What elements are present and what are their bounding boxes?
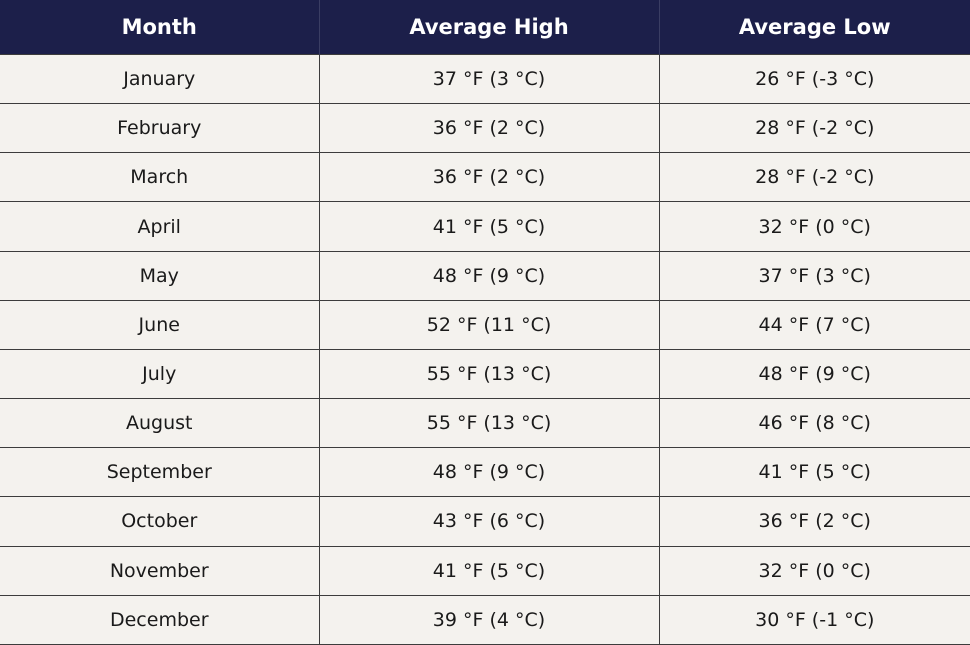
table-row: May 48 °F (9 °C) 37 °F (3 °C) (0, 250, 970, 301)
month-cell: December (0, 594, 320, 645)
temperature-cell: 41 °F (5 °C) (658, 447, 970, 498)
temperature-cell: 48 °F (9 °C) (318, 447, 660, 498)
temperature-cell: 32 °F (0 °C) (658, 545, 970, 596)
temperature-cell: 36 °F (2 °C) (318, 152, 660, 203)
table-row: January 37 °F (3 °C) 26 °F (-3 °C) (0, 53, 970, 105)
month-cell: September (0, 447, 320, 498)
table-row: September 48 °F (9 °C) 41 °F (5 °C) (0, 447, 970, 498)
table-row: December 39 °F (4 °C) 30 °F (-1 °C) (0, 594, 970, 645)
table-row: February 36 °F (2 °C) 28 °F (-2 °C) (0, 103, 970, 154)
table-row: April 41 °F (5 °C) 32 °F (0 °C) (0, 201, 970, 252)
temperature-cell: 36 °F (2 °C) (318, 103, 660, 154)
header-cell: Average High (318, 0, 660, 55)
table-row: June 52 °F (11 °C) 44 °F (7 °C) (0, 299, 970, 350)
table-row: July 55 °F (13 °C) 48 °F (9 °C) (0, 348, 970, 400)
month-cell: July (0, 348, 320, 400)
table-row: October 43 °F (6 °C) 36 °F (2 °C) (0, 496, 970, 547)
temperature-cell: 36 °F (2 °C) (658, 496, 970, 547)
temperature-cell: 30 °F (-1 °C) (658, 594, 970, 645)
temperature-cell: 37 °F (3 °C) (318, 53, 660, 105)
temperature-cell: 52 °F (11 °C) (318, 299, 660, 350)
month-cell: March (0, 152, 320, 203)
temperature-cell: 41 °F (5 °C) (318, 201, 660, 252)
table-row: March 36 °F (2 °C) 28 °F (-2 °C) (0, 152, 970, 203)
temperature-cell: 26 °F (-3 °C) (658, 53, 970, 105)
temperature-cell: 55 °F (13 °C) (318, 398, 660, 449)
month-cell: November (0, 545, 320, 596)
month-cell: October (0, 496, 320, 547)
temperature-cell: 39 °F (4 °C) (318, 594, 660, 645)
table-header: Month Average High Average Low (0, 0, 970, 55)
month-cell: April (0, 201, 320, 252)
table-row: August 55 °F (13 °C) 46 °F (8 °C) (0, 398, 970, 449)
month-cell: August (0, 398, 320, 449)
table-row: November 41 °F (5 °C) 32 °F (0 °C) (0, 545, 970, 596)
month-cell: February (0, 103, 320, 154)
table-body: January 37 °F (3 °C) 26 °F (-3 °C) February… (0, 53, 970, 645)
temperature-cell: 44 °F (7 °C) (658, 299, 970, 350)
temperature-cell: 32 °F (0 °C) (658, 201, 970, 252)
temperature-cell: 46 °F (8 °C) (658, 398, 970, 449)
temperature-cell: 48 °F (9 °C) (318, 250, 660, 301)
month-cell: June (0, 299, 320, 350)
header-cell: Month (0, 0, 320, 55)
header-cell: Average Low (658, 0, 970, 55)
temperature-cell: 43 °F (6 °C) (318, 496, 660, 547)
temperature-cell: 48 °F (9 °C) (658, 348, 970, 400)
temperature-cell: 28 °F (-2 °C) (658, 152, 970, 203)
month-cell: May (0, 250, 320, 301)
temperature-cell: 28 °F (-2 °C) (658, 103, 970, 154)
month-cell: January (0, 53, 320, 105)
header-row: Month Average High Average Low (0, 0, 970, 55)
temperature-cell: 41 °F (5 °C) (318, 545, 660, 596)
temperature-cell: 37 °F (3 °C) (658, 250, 970, 301)
temperature-cell: 55 °F (13 °C) (318, 348, 660, 400)
